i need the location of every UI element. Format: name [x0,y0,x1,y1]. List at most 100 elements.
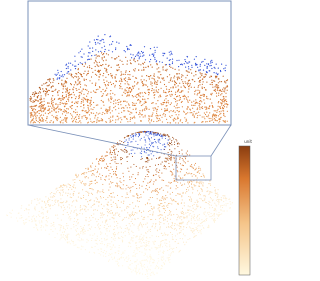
point [183,83,184,84]
point [163,262,164,263]
point [139,116,140,117]
point [110,226,111,227]
point [221,91,222,92]
point [159,229,160,230]
point [50,208,51,209]
point [49,199,50,200]
point [211,198,212,199]
point [109,110,110,111]
point [204,107,205,108]
point [160,164,161,165]
point [73,184,74,185]
point [105,84,106,85]
point [115,185,116,186]
point [185,114,186,115]
point [169,139,170,140]
point [98,113,99,114]
point [41,114,42,115]
point [95,44,96,45]
point [74,245,75,246]
point [92,170,93,171]
point [155,81,156,82]
point [207,66,208,67]
point [187,215,188,216]
point [77,84,78,85]
point [151,159,152,160]
point [154,97,155,98]
point [163,199,164,200]
point [151,103,152,104]
point [132,102,133,103]
point [87,230,88,231]
point [106,68,107,69]
point [105,85,106,86]
point [64,83,65,84]
point [189,85,190,86]
point [163,218,164,219]
point [72,76,73,77]
point [105,256,106,257]
point [37,100,38,101]
point [154,107,155,108]
point [107,113,108,114]
point [124,250,125,251]
point [135,96,136,97]
point [169,149,170,150]
point [100,196,101,197]
point [92,205,93,206]
point [85,117,86,118]
point [202,78,203,79]
point [112,213,113,214]
point [194,122,195,123]
point [197,216,198,217]
point [75,61,76,62]
point [216,64,217,65]
point [132,156,133,157]
point [110,120,111,121]
point [121,141,122,142]
point [132,256,133,257]
point [108,226,109,227]
point [157,80,158,81]
point [184,235,185,236]
point [142,274,143,275]
point [95,92,96,93]
point [222,101,223,102]
point [165,219,166,220]
point [97,71,98,72]
point [68,214,69,215]
point [119,185,120,186]
point [138,132,139,133]
point [75,82,76,83]
point [140,263,141,264]
point [166,69,167,70]
point [23,220,24,221]
point [176,83,177,84]
point [158,267,159,268]
point [109,211,110,212]
point [163,55,164,56]
point [140,64,141,65]
point [146,242,147,243]
point [148,176,149,177]
point [127,107,128,108]
point [169,158,170,159]
point [213,210,214,211]
point [159,205,160,206]
point [194,116,195,117]
point [183,192,184,193]
point [176,179,177,180]
point [187,173,188,174]
point [155,165,156,166]
point [146,147,147,148]
point [54,204,55,205]
point [156,171,157,172]
point [39,203,40,204]
point [119,67,120,68]
point [116,74,117,75]
point [86,239,87,240]
point [136,245,137,246]
point [77,219,78,220]
point [184,202,185,203]
point [134,214,135,215]
